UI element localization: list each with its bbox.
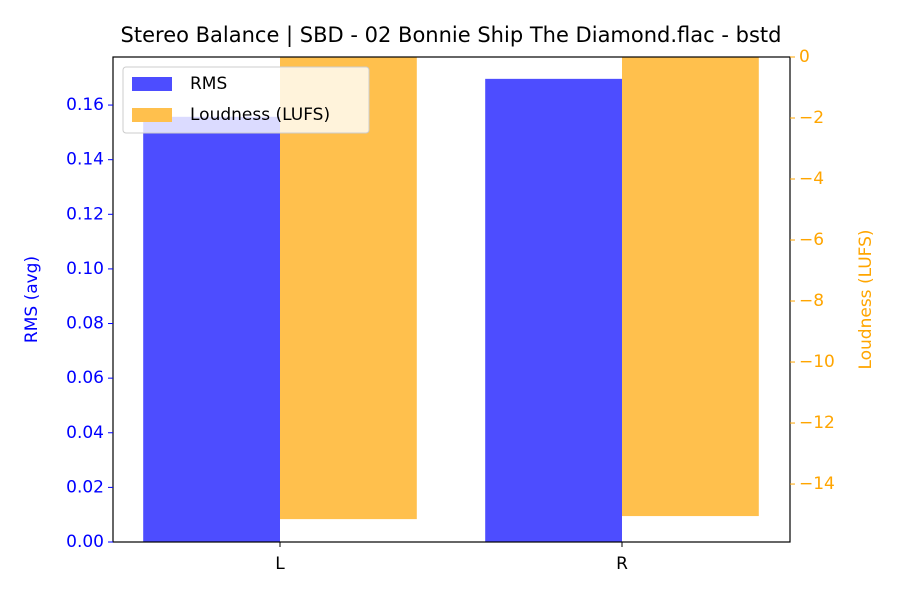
y-tick-label: 0.16: [66, 95, 104, 115]
legend-swatch: [132, 77, 172, 91]
y-tick-label: 0.08: [66, 314, 104, 334]
y-axis-label: RMS (avg): [22, 256, 42, 343]
y2-axis-label: Loudness (LUFS): [856, 229, 876, 369]
y-tick-label: 0.04: [66, 423, 104, 443]
x-tick-label: L: [275, 554, 285, 574]
legend: RMS Loudness (LUFS): [122, 66, 370, 134]
bar: [143, 116, 280, 543]
legend-label: Loudness (LUFS): [190, 105, 330, 125]
y2-tick-label: −2: [799, 108, 824, 128]
y-tick-label: 0.12: [66, 204, 104, 224]
legend-swatch: [132, 108, 172, 122]
y2-tick-label: −10: [799, 352, 835, 372]
y2-tick-label: 0: [799, 47, 810, 67]
legend-label: RMS: [190, 74, 227, 94]
y2-tick-label: −4: [799, 169, 824, 189]
chart-title: Stereo Balance | SBD - 02 Bonnie Ship Th…: [121, 23, 782, 48]
y-tick-label: 0.02: [66, 477, 104, 497]
axes-frame: [112, 56, 791, 543]
y-tick-label: 0.14: [66, 150, 104, 170]
x-tick-label: R: [616, 554, 628, 574]
bar: [280, 57, 417, 520]
y-tick-label: 0.10: [66, 259, 104, 279]
y-tick-label: 0.06: [66, 368, 104, 388]
legend-box: [122, 66, 370, 134]
y-tick-label: 0.00: [66, 532, 104, 552]
bar: [622, 57, 759, 517]
bar: [485, 78, 622, 542]
y2-tick-label: −6: [799, 230, 824, 250]
y2-tick-label: −14: [799, 474, 835, 494]
y2-tick-label: −12: [799, 413, 835, 433]
y2-tick-label: −8: [799, 291, 824, 311]
